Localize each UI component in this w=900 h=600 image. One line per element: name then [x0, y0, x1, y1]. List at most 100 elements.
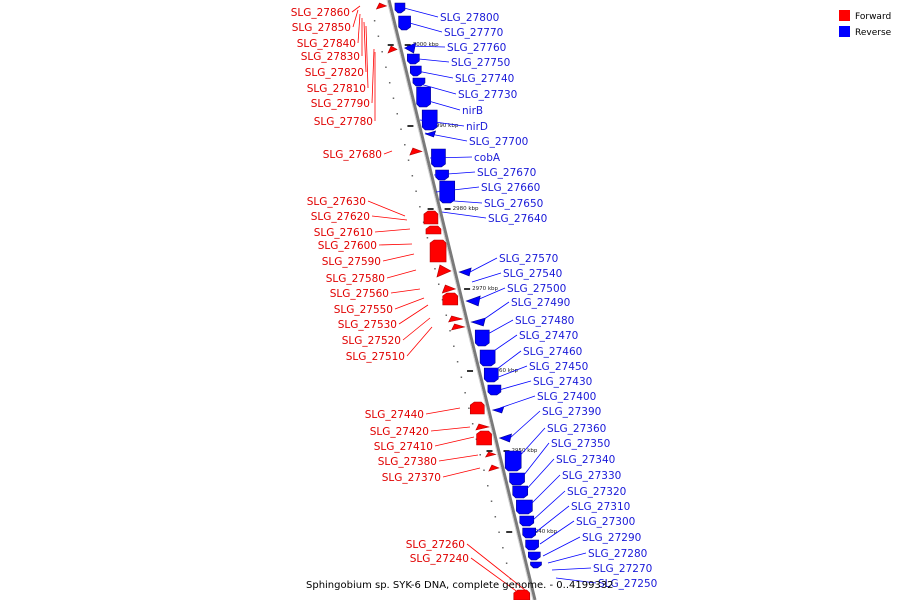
- forward-gene-label[interactable]: SLG_27790: [311, 98, 370, 110]
- reverse-gene-block[interactable]: [519, 515, 535, 527]
- forward-gene-label[interactable]: SLG_27380: [378, 456, 437, 468]
- reverse-gene-label[interactable]: nirD: [466, 121, 488, 133]
- forward-gene-block[interactable]: [488, 464, 500, 472]
- reverse-gene-block[interactable]: [465, 295, 481, 307]
- reverse-gene-block[interactable]: [398, 15, 411, 31]
- forward-gene-label[interactable]: SLG_27440: [365, 409, 424, 421]
- forward-gene-block[interactable]: [476, 430, 492, 446]
- reverse-gene-block[interactable]: [479, 349, 496, 367]
- forward-gene-label[interactable]: SLG_27600: [318, 240, 377, 252]
- reverse-gene-label[interactable]: SLG_27390: [542, 406, 601, 418]
- forward-gene-block[interactable]: [423, 210, 439, 225]
- forward-gene-label[interactable]: SLG_27630: [307, 196, 366, 208]
- reverse-gene-block[interactable]: [525, 539, 539, 551]
- reverse-gene-block[interactable]: [404, 42, 417, 54]
- forward-gene-block[interactable]: [475, 423, 491, 431]
- forward-gene-block[interactable]: [387, 45, 398, 54]
- forward-gene-label[interactable]: SLG_27240: [410, 553, 469, 565]
- forward-gene-label[interactable]: SLG_27830: [301, 51, 360, 63]
- forward-gene-block[interactable]: [469, 401, 485, 415]
- forward-gene-label[interactable]: SLG_27820: [305, 67, 364, 79]
- reverse-gene-block[interactable]: [530, 561, 542, 569]
- reverse-gene-block[interactable]: [474, 329, 490, 347]
- reverse-gene-label[interactable]: cobA: [474, 152, 501, 164]
- reverse-gene-block[interactable]: [527, 551, 541, 561]
- reverse-gene-block[interactable]: [439, 180, 456, 204]
- reverse-gene-label[interactable]: SLG_27730: [458, 89, 517, 101]
- forward-gene-block[interactable]: [451, 323, 466, 331]
- forward-gene-block[interactable]: [375, 2, 388, 10]
- reverse-gene-label[interactable]: SLG_27460: [523, 346, 582, 358]
- reverse-gene-label[interactable]: SLG_27500: [507, 283, 566, 295]
- reverse-gene-label[interactable]: SLG_27430: [533, 376, 592, 388]
- forward-gene-label[interactable]: SLG_27530: [338, 319, 397, 331]
- forward-gene-label[interactable]: SLG_27550: [334, 304, 393, 316]
- forward-gene-label[interactable]: SLG_27520: [342, 335, 401, 347]
- forward-gene-label[interactable]: SLG_27860: [291, 7, 350, 19]
- reverse-gene-label[interactable]: SLG_27490: [511, 297, 570, 309]
- forward-gene-label[interactable]: SLG_27510: [346, 351, 405, 363]
- forward-gene-label[interactable]: SLG_27610: [314, 227, 373, 239]
- forward-gene-label[interactable]: SLG_27420: [370, 426, 429, 438]
- reverse-gene-label[interactable]: SLG_27450: [529, 361, 588, 373]
- forward-gene-label[interactable]: SLG_27370: [382, 472, 441, 484]
- reverse-gene-label[interactable]: nirB: [462, 105, 483, 117]
- reverse-gene-block[interactable]: [504, 450, 522, 472]
- reverse-gene-block[interactable]: [470, 317, 486, 327]
- reverse-gene-label[interactable]: SLG_27400: [537, 391, 596, 403]
- reverse-gene-label[interactable]: SLG_27270: [593, 563, 652, 575]
- reverse-gene-block[interactable]: [412, 77, 426, 87]
- forward-gene-label[interactable]: SLG_27810: [307, 83, 366, 95]
- reverse-gene-block[interactable]: [407, 53, 420, 65]
- reverse-gene-label[interactable]: SLG_27360: [547, 423, 606, 435]
- forward-gene-label[interactable]: SLG_27850: [292, 22, 351, 34]
- reverse-gene-label[interactable]: SLG_27280: [588, 548, 647, 560]
- reverse-gene-block[interactable]: [458, 267, 472, 277]
- forward-gene-label[interactable]: SLG_27580: [326, 273, 385, 285]
- reverse-gene-label[interactable]: SLG_27320: [567, 486, 626, 498]
- forward-gene-block[interactable]: [409, 147, 423, 156]
- reverse-gene-block[interactable]: [509, 472, 525, 486]
- reverse-gene-label[interactable]: SLG_27640: [488, 213, 547, 225]
- reverse-gene-label[interactable]: SLG_27800: [440, 12, 499, 24]
- reverse-gene-label[interactable]: SLG_27300: [576, 516, 635, 528]
- reverse-gene-label[interactable]: SLG_27760: [447, 42, 506, 54]
- reverse-gene-label[interactable]: SLG_27350: [551, 438, 610, 450]
- forward-gene-block[interactable]: [436, 264, 452, 278]
- reverse-gene-block[interactable]: [394, 2, 406, 14]
- forward-gene-label[interactable]: SLG_27260: [406, 539, 465, 551]
- forward-gene-block[interactable]: [484, 451, 497, 458]
- reverse-gene-block[interactable]: [498, 433, 513, 443]
- reverse-gene-label[interactable]: SLG_27310: [571, 501, 630, 513]
- reverse-gene-label[interactable]: SLG_27700: [469, 136, 528, 148]
- reverse-gene-label[interactable]: SLG_27470: [519, 330, 578, 342]
- reverse-gene-label[interactable]: SLG_27340: [556, 454, 615, 466]
- reverse-gene-block[interactable]: [522, 527, 536, 539]
- forward-gene-block[interactable]: [442, 292, 459, 306]
- reverse-gene-label[interactable]: SLG_27250: [598, 578, 657, 590]
- reverse-gene-label[interactable]: SLG_27750: [451, 57, 510, 69]
- forward-gene-label[interactable]: SLG_27680: [323, 149, 382, 161]
- reverse-gene-label[interactable]: SLG_27570: [499, 253, 558, 265]
- reverse-gene-block[interactable]: [516, 499, 533, 515]
- forward-gene-label[interactable]: SLG_27840: [297, 38, 356, 50]
- reverse-gene-block[interactable]: [421, 109, 438, 131]
- reverse-gene-block[interactable]: [487, 384, 502, 396]
- reverse-gene-label[interactable]: SLG_27290: [582, 532, 641, 544]
- reverse-gene-block[interactable]: [491, 406, 505, 414]
- reverse-gene-label[interactable]: SLG_27480: [515, 315, 574, 327]
- forward-gene-block[interactable]: [448, 315, 463, 323]
- reverse-gene-block[interactable]: [435, 169, 449, 181]
- reverse-gene-label[interactable]: SLG_27670: [477, 167, 536, 179]
- reverse-gene-label[interactable]: SLG_27770: [444, 27, 503, 39]
- reverse-gene-label[interactable]: SLG_27540: [503, 268, 562, 280]
- reverse-gene-block[interactable]: [416, 86, 431, 108]
- forward-gene-label[interactable]: SLG_27620: [311, 211, 370, 223]
- forward-gene-block[interactable]: [441, 284, 457, 294]
- forward-gene-block[interactable]: [425, 225, 442, 235]
- forward-gene-label[interactable]: SLG_27560: [330, 288, 389, 300]
- forward-gene-label[interactable]: SLG_27410: [374, 441, 433, 453]
- reverse-gene-label[interactable]: SLG_27660: [481, 182, 540, 194]
- reverse-gene-label[interactable]: SLG_27330: [562, 470, 621, 482]
- forward-gene-label[interactable]: SLG_27780: [314, 116, 373, 128]
